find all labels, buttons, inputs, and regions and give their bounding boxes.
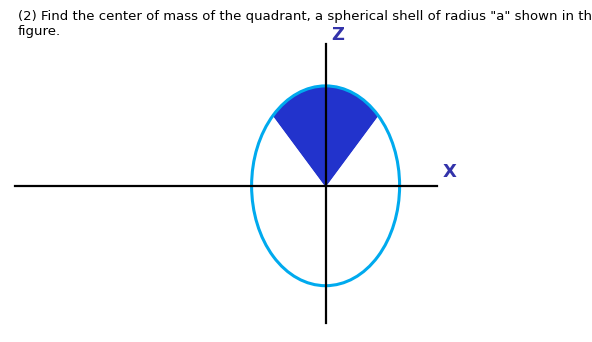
Text: X: X [443,163,456,181]
Text: (2) Find the center of mass of the quadrant, a spherical shell of radius "a" sho: (2) Find the center of mass of the quadr… [18,10,592,38]
Polygon shape [274,86,378,186]
Text: Z: Z [332,26,345,44]
